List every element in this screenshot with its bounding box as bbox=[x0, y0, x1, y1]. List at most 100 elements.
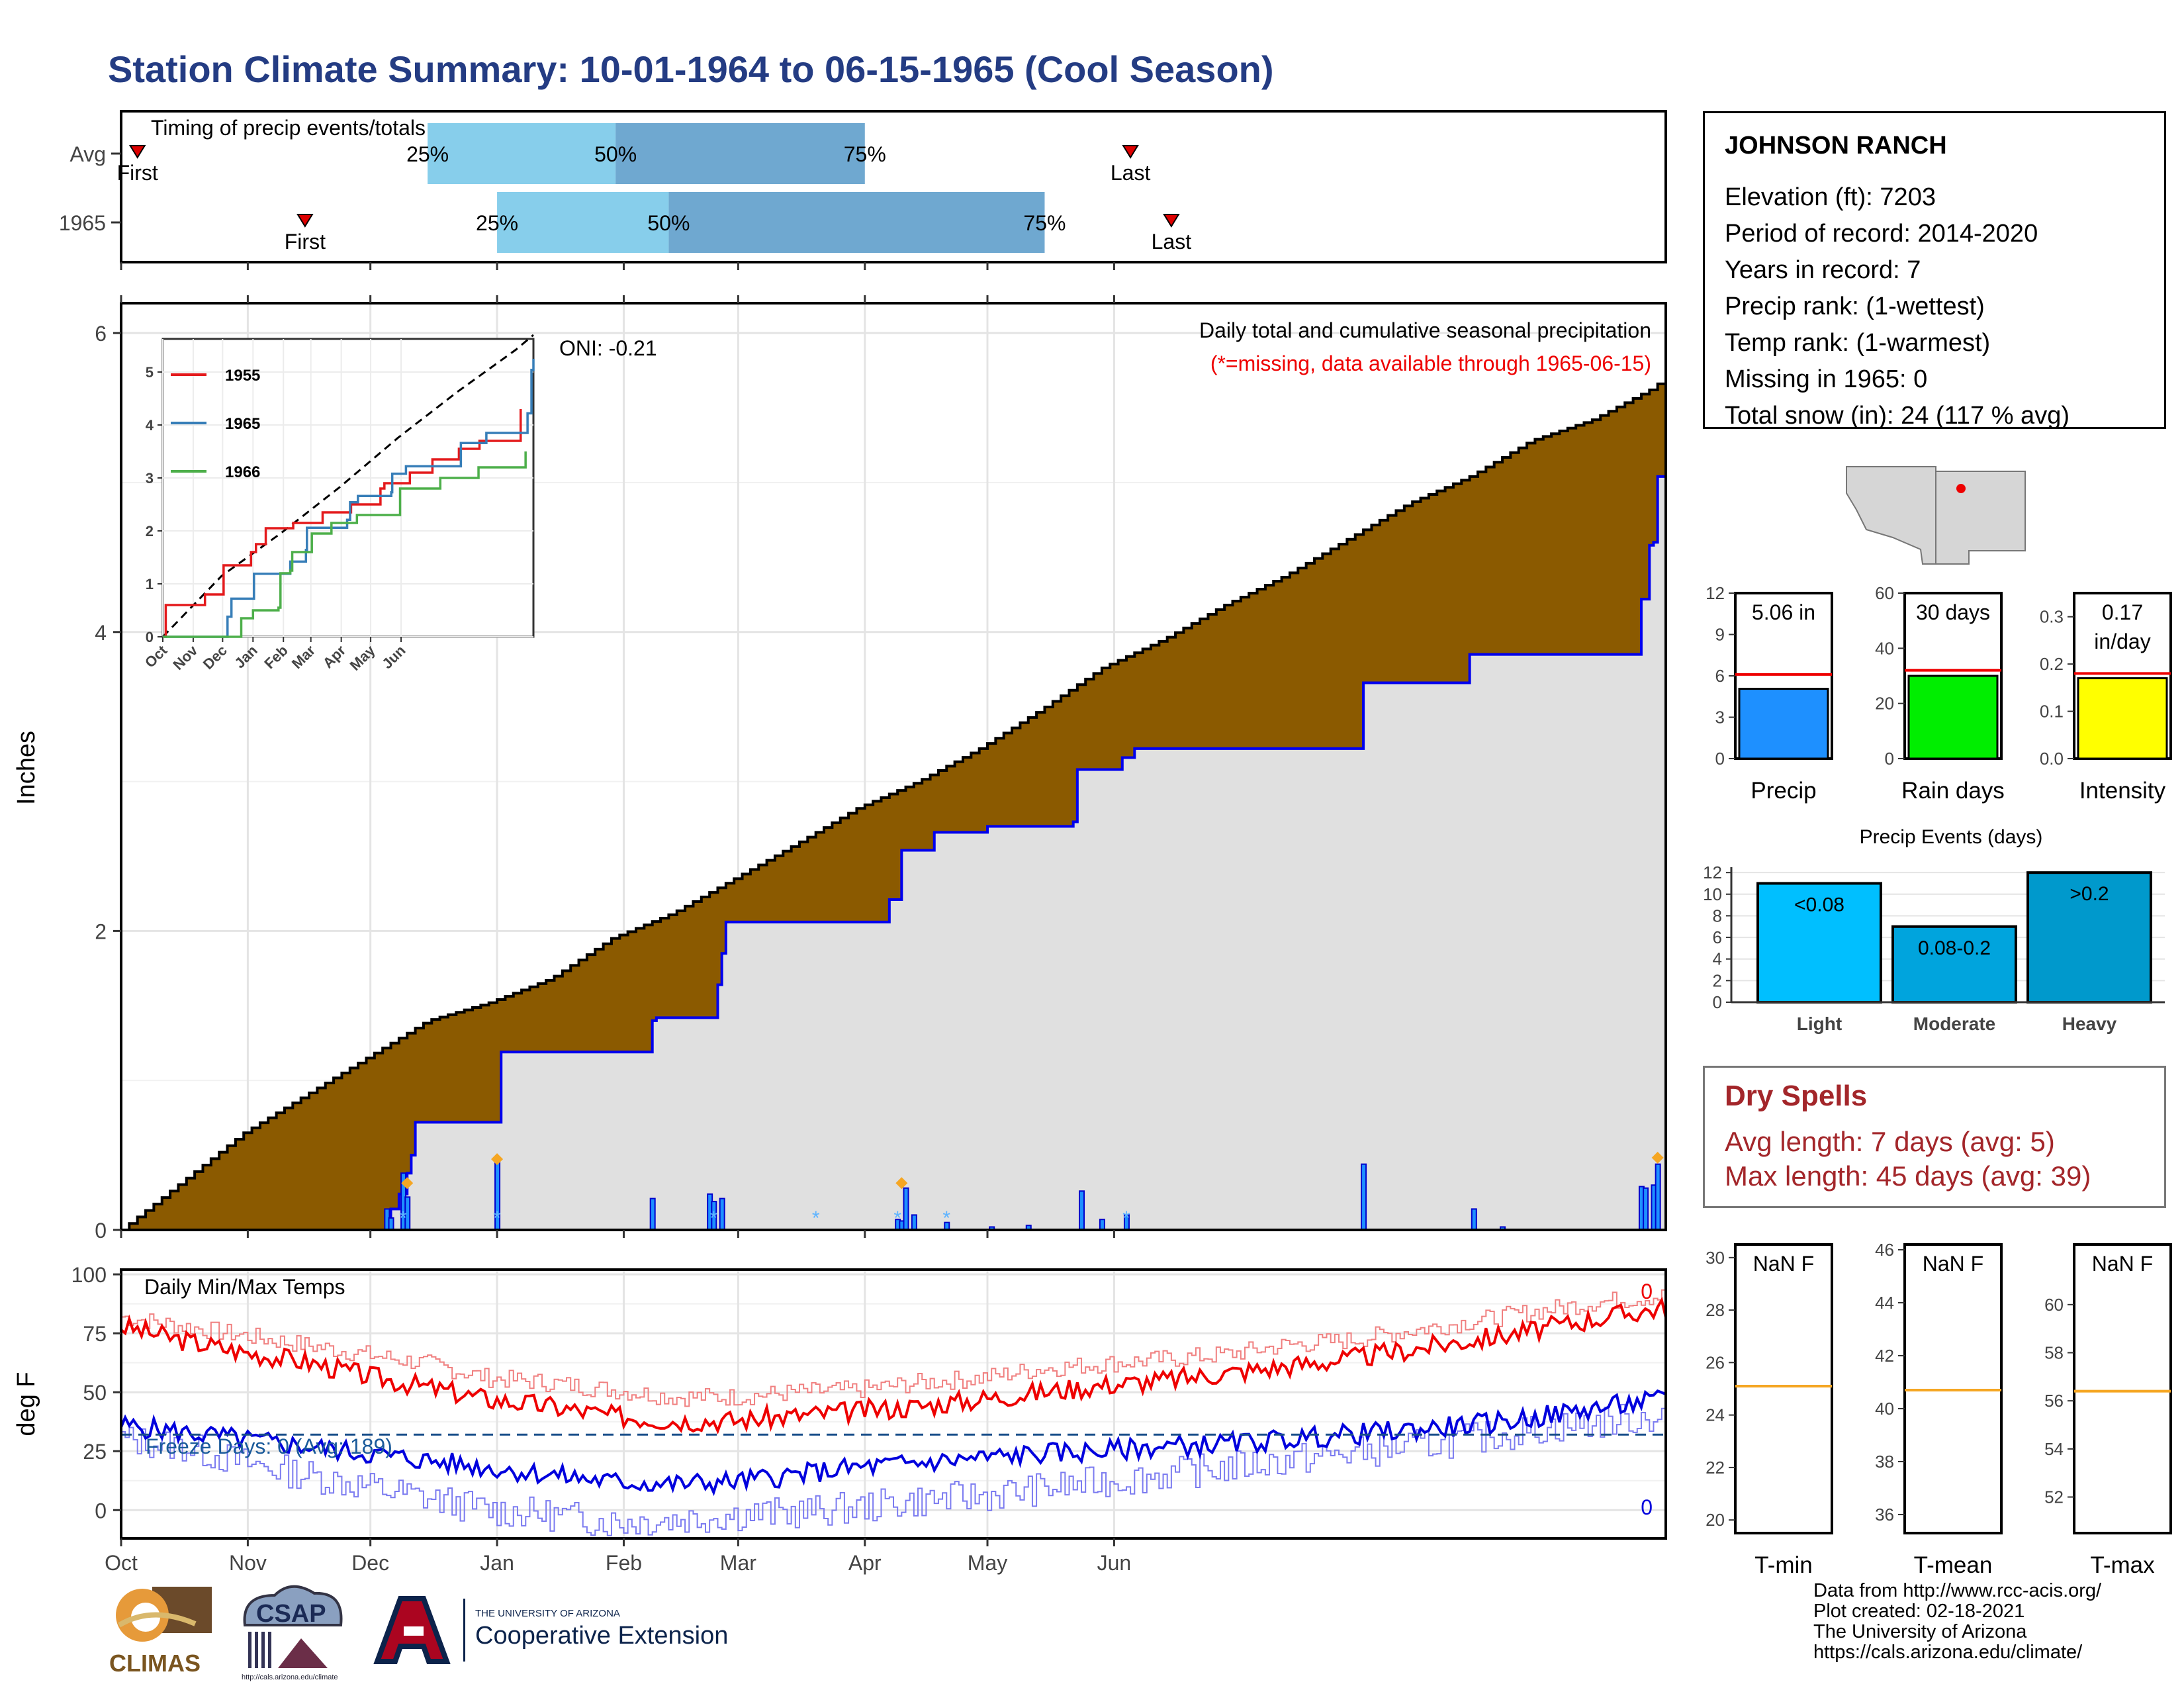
small-bar-frame bbox=[1734, 1243, 1833, 1534]
small-bar-value-label: 5.06 in bbox=[1752, 600, 1815, 624]
small-bar-value-label: NaN F bbox=[1923, 1252, 1983, 1276]
station-years: Years in record: 7 bbox=[1725, 256, 1921, 284]
temp-y-tick-label: 0 bbox=[95, 1499, 107, 1523]
station-elevation: Elevation (ft): 7203 bbox=[1725, 183, 1936, 211]
small-bar-value-label: 30 days bbox=[1916, 600, 1990, 624]
inset-legend-label: 1955 bbox=[225, 367, 260, 385]
daily-precip-bar bbox=[1471, 1208, 1477, 1231]
tmax-count-label: 0 bbox=[1641, 1280, 1653, 1303]
temp-x-tick-label: Jan bbox=[480, 1551, 514, 1575]
state-map bbox=[1843, 462, 2032, 565]
dry-spells-max: Max length: 45 days (avg: 39) bbox=[1725, 1160, 2091, 1192]
station-location-dot bbox=[1956, 484, 1966, 493]
csap-wordmark: CSAP bbox=[256, 1600, 326, 1628]
daily-precip-bar bbox=[1655, 1163, 1661, 1231]
small-bar-y-tick-label: 42 bbox=[1875, 1346, 1894, 1366]
daily-precip-bar bbox=[1099, 1219, 1105, 1231]
small-bar-y-tick-label: 26 bbox=[1706, 1352, 1725, 1372]
events-bar-inlabel: <0.08 bbox=[1794, 894, 1844, 915]
timing-quartile-upper-bar bbox=[615, 123, 865, 184]
page-title: Station Climate Summary: 10-01-1964 to 0… bbox=[108, 48, 1274, 90]
timing-first-label: First bbox=[285, 230, 326, 254]
timing-q25-label: 25% bbox=[476, 211, 518, 235]
small-bar-category-label: Intensity bbox=[2079, 778, 2166, 804]
temp-x-tick-label: Oct bbox=[105, 1551, 138, 1575]
small-bar-y-tick-label: 44 bbox=[1875, 1293, 1894, 1313]
tmax-record-line bbox=[121, 1289, 1666, 1407]
events-y-tick-label: 4 bbox=[1713, 949, 1722, 969]
snow-marker: * bbox=[709, 1207, 717, 1229]
inset-y-tick-label: 1 bbox=[146, 576, 154, 592]
station-period: Period of record: 2014-2020 bbox=[1725, 220, 2038, 248]
small-bar-value-label: in/day bbox=[2094, 630, 2150, 653]
small-bar-panel-bars-rain: 0 20 40 60 30 days Rain days bbox=[1875, 583, 2005, 804]
station-temp-rank: Temp rank: (1-warmest) bbox=[1725, 329, 1991, 357]
small-bar-y-tick-label: 40 bbox=[1875, 638, 1894, 658]
data-credits: Data from http://www.rcc-acis.org/ Plot … bbox=[1813, 1581, 2101, 1663]
station-snow: Total snow (in): 24 (117 % avg) bbox=[1725, 402, 2070, 430]
station-precip-rank: Precip rank: (1-wettest) bbox=[1725, 293, 1985, 320]
events-category-label: Light bbox=[1797, 1013, 1842, 1034]
temp-y-tick-label: 75 bbox=[83, 1322, 107, 1346]
cumulative-y-axis-label: Inches bbox=[13, 731, 40, 805]
timing-first-marker bbox=[128, 145, 146, 159]
timing-first-marker bbox=[296, 214, 314, 228]
inset-y-tick-label: 3 bbox=[146, 470, 154, 487]
small-bar-y-tick-label: 36 bbox=[1875, 1505, 1894, 1524]
small-bar-panel-temp-tmean: 36 38 40 42 44 46 NaN F T-mean bbox=[1875, 1240, 2003, 1578]
small-bar-y-tick-label: 12 bbox=[1706, 583, 1725, 603]
timing-q75-label: 75% bbox=[1023, 211, 1066, 235]
timing-q75-label: 75% bbox=[844, 142, 886, 166]
snow-marker: * bbox=[493, 1207, 501, 1229]
inset-frame bbox=[161, 338, 535, 638]
max-event-marker bbox=[895, 1177, 908, 1190]
events-bar-moderate bbox=[1891, 925, 2017, 1004]
temp-x-tick-label: Apr bbox=[848, 1551, 882, 1575]
cumulative-y-tick-label: 0 bbox=[95, 1219, 107, 1243]
timing-q50-label: 50% bbox=[594, 142, 637, 166]
cumulative-y-tick-label: 2 bbox=[95, 919, 107, 943]
credit-data-source: Data from http://www.rcc-acis.org/ bbox=[1813, 1580, 2102, 1601]
timing-first-label: First bbox=[117, 161, 158, 185]
small-bar-frame bbox=[2073, 1243, 2172, 1534]
small-bar-category-label: Precip bbox=[1751, 778, 1816, 804]
small-bar-y-tick-label: 58 bbox=[2044, 1343, 2064, 1363]
small-bar-y-tick-label: 6 bbox=[1715, 666, 1725, 686]
credit-university: The University of Arizona bbox=[1813, 1621, 2027, 1642]
temp-y-tick-label: 50 bbox=[83, 1381, 107, 1405]
credit-url: https://cals.arizona.edu/climate/ bbox=[1813, 1642, 2083, 1663]
temp-y-tick-label: 25 bbox=[83, 1440, 107, 1464]
small-bar-y-tick-label: 52 bbox=[2044, 1487, 2064, 1507]
daily-precip-bar bbox=[649, 1197, 656, 1231]
inset-y-tick-label: 4 bbox=[146, 417, 154, 434]
snow-marker: * bbox=[812, 1207, 820, 1229]
temp-x-tick-label: May bbox=[968, 1551, 1007, 1575]
daily-precip-bar bbox=[1643, 1187, 1649, 1231]
timing-row-label: Avg bbox=[69, 142, 106, 166]
max-event-marker bbox=[1651, 1151, 1664, 1164]
snow-marker: * bbox=[893, 1207, 901, 1229]
temp-y-axis-label: deg F bbox=[13, 1372, 40, 1436]
snow-marker: * bbox=[942, 1207, 950, 1229]
cumulative-panel-frame bbox=[120, 302, 1667, 1231]
temp-x-tick-label: Dec bbox=[351, 1551, 389, 1575]
dry-spells-title: Dry Spells bbox=[1725, 1080, 1868, 1112]
season-cumulative-area bbox=[121, 476, 1666, 1230]
small-bar-value bbox=[1907, 675, 1999, 760]
inset-average-line bbox=[161, 334, 534, 638]
snow-marker: * bbox=[1122, 1207, 1130, 1229]
events-y-tick-label: 2 bbox=[1713, 970, 1722, 990]
season-cumulative-line bbox=[121, 475, 1666, 1231]
small-bar-y-tick-label: 0.2 bbox=[2040, 654, 2064, 674]
small-bar-value-label: NaN F bbox=[1753, 1252, 1814, 1276]
timing-q25-label: 25% bbox=[406, 142, 449, 166]
small-bar-value-label: NaN F bbox=[2092, 1252, 2153, 1276]
climas-logo: CLIMAS bbox=[109, 1587, 212, 1677]
inset-series-line-1966 bbox=[163, 451, 527, 638]
temp-panel-bg bbox=[121, 1270, 1666, 1538]
daily-precip-bar bbox=[1361, 1163, 1367, 1231]
tmin-count-label: 0 bbox=[1641, 1495, 1653, 1519]
timing-quartile-lower-bar bbox=[497, 192, 669, 253]
timing-quartile-upper-bar bbox=[668, 192, 1045, 253]
